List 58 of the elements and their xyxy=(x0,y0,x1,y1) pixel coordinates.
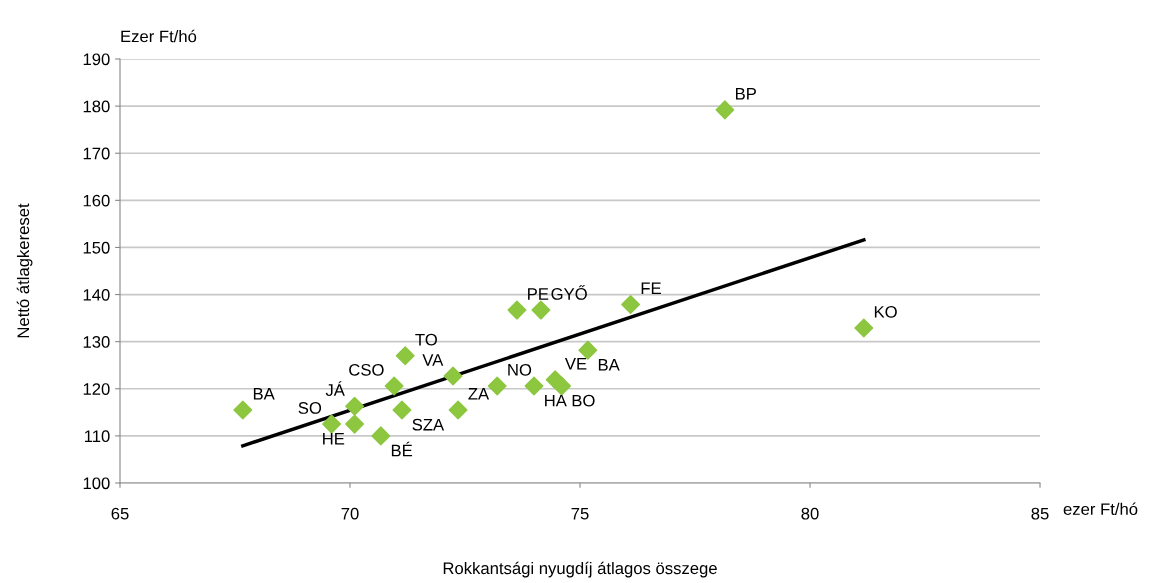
annotation: VE xyxy=(564,357,587,370)
annotation: VA xyxy=(422,354,444,366)
annotation: GYŐ xyxy=(551,285,587,300)
annotation: TO xyxy=(415,333,437,346)
y-tick-label: 120 xyxy=(83,383,110,395)
x-axis-title: Rokkantsági nyugdíj átlagos összege xyxy=(443,561,717,578)
point xyxy=(322,414,342,434)
annotation: ZA xyxy=(468,388,490,400)
annotation: SO xyxy=(298,402,322,414)
x-tick-label: 85 xyxy=(1031,507,1049,520)
annotation: BA xyxy=(253,388,275,400)
point xyxy=(345,414,365,434)
y-axis-title: Nettó átlagkereset xyxy=(16,203,33,338)
point xyxy=(443,366,463,386)
annotation: KO xyxy=(874,305,897,318)
annotation: BO xyxy=(572,394,595,407)
x-tick-label: 80 xyxy=(801,507,819,520)
annotation: PE xyxy=(528,288,549,300)
y-tick-label: 180 xyxy=(83,100,110,113)
y-tick-label: 160 xyxy=(83,194,110,207)
point xyxy=(524,376,544,396)
point xyxy=(233,400,253,420)
text: ezer Ft/hó xyxy=(1063,502,1138,516)
point xyxy=(578,340,598,360)
point xyxy=(854,318,874,338)
y-tick-label: 170 xyxy=(83,147,110,160)
annotation: CSO xyxy=(349,363,384,376)
y-tick-label: 100 xyxy=(83,477,110,490)
annotation: JÁ xyxy=(325,381,345,396)
point xyxy=(552,376,572,396)
point xyxy=(384,376,404,396)
annotation: HA xyxy=(545,394,567,407)
annotation: HE xyxy=(323,433,345,445)
annotation: BÉ xyxy=(391,441,413,457)
x-tick-label: 70 xyxy=(341,507,359,520)
point xyxy=(395,346,415,366)
point xyxy=(621,294,641,314)
point xyxy=(392,400,412,420)
point xyxy=(507,300,527,320)
point xyxy=(371,426,391,446)
text: Ezer Ft/hó xyxy=(121,29,197,43)
point xyxy=(345,396,365,416)
point xyxy=(715,100,735,120)
y-tick-label: 110 xyxy=(84,430,110,443)
y-tick-label: 150 xyxy=(83,241,110,254)
x-tick-label: 75 xyxy=(571,507,589,520)
point xyxy=(448,400,468,420)
annotation: FE xyxy=(641,282,661,295)
annotation: BP xyxy=(735,88,756,100)
annotation: NO xyxy=(508,363,532,376)
y-tick-label: 190 xyxy=(83,53,110,66)
x-tick-label: 65 xyxy=(111,507,129,520)
y-tick-label: 140 xyxy=(83,288,110,301)
annotation: SZA xyxy=(412,418,445,431)
point xyxy=(531,300,551,320)
point xyxy=(487,376,507,396)
annotation: BA xyxy=(598,359,620,371)
y-tick-label: 130 xyxy=(83,336,110,348)
